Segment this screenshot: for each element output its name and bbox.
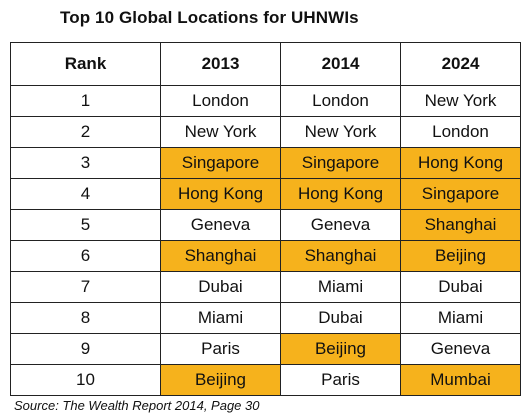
location-cell: London (160, 85, 281, 117)
table-row: 3 Singapore Singapore Hong Kong (10, 147, 521, 179)
location-cell: Beijing (280, 333, 401, 365)
table-row: 5 Geneva Geneva Shanghai (10, 209, 521, 241)
location-cell: New York (280, 116, 401, 148)
location-cell: Miami (280, 271, 401, 303)
table-row: 1 London London New York (10, 85, 521, 117)
location-cell: Paris (160, 333, 281, 365)
header-2024: 2024 (400, 42, 521, 86)
header-2014: 2014 (280, 42, 401, 86)
rank-cell: 8 (10, 302, 161, 334)
location-cell: Hong Kong (400, 147, 521, 179)
table-row: 9 Paris Beijing Geneva (10, 333, 521, 365)
location-cell: Dubai (400, 271, 521, 303)
location-cell: Singapore (280, 147, 401, 179)
table-row: 6 Shanghai Shanghai Beijing (10, 240, 521, 272)
rank-cell: 2 (10, 116, 161, 148)
location-cell: Hong Kong (280, 178, 401, 210)
header-2013: 2013 (160, 42, 281, 86)
location-cell: Geneva (160, 209, 281, 241)
location-cell: Shanghai (280, 240, 401, 272)
location-cell: Miami (400, 302, 521, 334)
location-cell: New York (160, 116, 281, 148)
rank-cell: 1 (10, 85, 161, 117)
rank-cell: 4 (10, 178, 161, 210)
location-cell: London (400, 116, 521, 148)
location-cell: Singapore (400, 178, 521, 210)
rank-cell: 7 (10, 271, 161, 303)
rank-cell: 9 (10, 333, 161, 365)
location-cell: Dubai (280, 302, 401, 334)
location-cell: Beijing (400, 240, 521, 272)
rank-cell: 10 (10, 364, 161, 396)
location-cell: Paris (280, 364, 401, 396)
locations-table: Rank 2013 2014 2024 1 London London New Yor… (10, 42, 521, 396)
location-cell: Miami (160, 302, 281, 334)
rank-cell: 5 (10, 209, 161, 241)
location-cell: Hong Kong (160, 178, 281, 210)
location-cell: Beijing (160, 364, 281, 396)
location-cell: Shanghai (160, 240, 281, 272)
location-cell: Geneva (280, 209, 401, 241)
table-title: Top 10 Global Locations for UHNWIs (60, 8, 359, 27)
header-rank: Rank (10, 42, 161, 86)
location-cell: Mumbai (400, 364, 521, 396)
table-row: 4 Hong Kong Hong Kong Singapore (10, 178, 521, 210)
location-cell: Geneva (400, 333, 521, 365)
table-row: 2 New York New York London (10, 116, 521, 148)
table-row: 8 Miami Dubai Miami (10, 302, 521, 334)
table-row: 10 Beijing Paris Mumbai (10, 364, 521, 396)
table-body: 1 London London New York 2 New York New York Lo… (10, 85, 521, 396)
location-cell: Singapore (160, 147, 281, 179)
location-cell: London (280, 85, 401, 117)
source-note: Source: The Wealth Report 2014, Page 30 (14, 398, 260, 413)
location-cell: New York (400, 85, 521, 117)
location-cell: Shanghai (400, 209, 521, 241)
rank-cell: 6 (10, 240, 161, 272)
location-cell: Dubai (160, 271, 281, 303)
table-row: 7 Dubai Miami Dubai (10, 271, 521, 303)
rank-cell: 3 (10, 147, 161, 179)
header-row: Rank 2013 2014 2024 (10, 42, 521, 86)
